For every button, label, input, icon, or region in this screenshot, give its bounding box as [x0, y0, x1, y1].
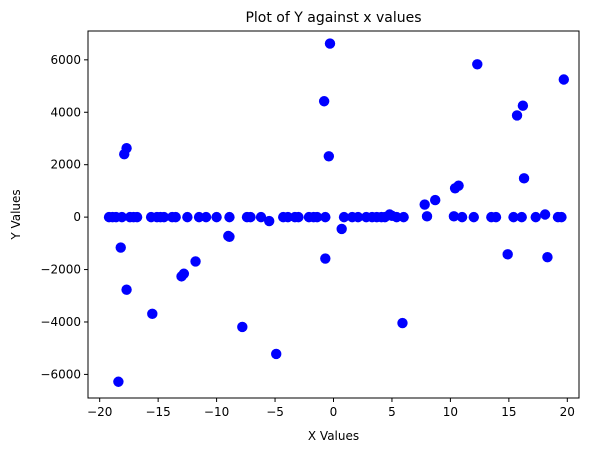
x-tick-label: −5 [266, 405, 284, 419]
scatter-point [264, 215, 275, 227]
scatter-point [131, 211, 143, 223]
scatter-point [255, 211, 267, 223]
scatter-point [508, 211, 519, 223]
x-tick-label: −10 [204, 405, 229, 419]
y-tick-label: 2000 [50, 158, 81, 172]
scatter-point [320, 253, 331, 264]
scatter-point [182, 211, 193, 223]
scatter-point [336, 223, 347, 235]
scatter-point [324, 38, 336, 49]
scatter-point [490, 211, 502, 223]
scatter-point [293, 211, 304, 223]
scatter-point [419, 199, 430, 210]
scatter-point [170, 211, 181, 223]
scatter-point [397, 317, 408, 329]
scatter-point [147, 308, 158, 320]
scatter-point [556, 211, 567, 223]
y-tick-label: −6000 [40, 367, 81, 381]
scatter-point [190, 256, 201, 267]
scatter-point [502, 249, 513, 260]
y-tick-label: 6000 [50, 53, 81, 67]
y-axis-label: Y Values [9, 189, 23, 240]
scatter-point [472, 59, 483, 70]
scatter-point [323, 151, 335, 162]
x-axis-label: X Values [308, 429, 359, 443]
scatter-point [516, 211, 527, 223]
scatter-point [121, 284, 132, 295]
scatter-point [430, 194, 441, 206]
x-tick-label: 10 [443, 405, 458, 419]
x-tick-label: −20 [87, 405, 112, 419]
scatter-point [224, 211, 235, 223]
x-tick-label: 0 [330, 405, 338, 419]
scatter-point [224, 231, 235, 242]
scatter-point [116, 211, 128, 223]
scatter-point [115, 242, 126, 253]
data-points [103, 38, 570, 387]
scatter-point [338, 211, 350, 223]
scatter-point [271, 348, 282, 360]
scatter-point [113, 376, 124, 387]
chart-title: Plot of Y against x values [245, 10, 421, 26]
scatter-point [200, 211, 212, 223]
scatter-point [518, 173, 530, 184]
scatter-point [178, 268, 190, 279]
x-tick-label: 20 [560, 405, 575, 419]
y-tick-label: 4000 [50, 105, 81, 119]
scatter-point [542, 252, 553, 263]
scatter-point [453, 180, 464, 191]
scatter-point [517, 100, 529, 111]
x-tick-label: 15 [501, 405, 516, 419]
scatter-point [558, 74, 570, 85]
scatter-point [530, 211, 541, 223]
scatter-point [320, 211, 331, 223]
scatter-point [398, 211, 409, 223]
scatter-point [456, 211, 468, 223]
scatter-point [245, 211, 256, 223]
x-axis-ticks: −20 −15 −10 −5 0 5 10 15 20 [87, 398, 575, 419]
x-tick-label: −15 [145, 405, 170, 419]
scatter-point [421, 211, 433, 222]
scatter-point [352, 211, 364, 223]
y-tick-label: −2000 [40, 263, 81, 277]
scatter-point [121, 142, 132, 154]
scatter-point [448, 211, 460, 222]
y-axis-ticks: −6000 −4000 −2000 0 2000 4000 6000 [40, 53, 88, 381]
scatter-point [158, 211, 170, 223]
y-tick-label: 0 [73, 210, 81, 224]
scatter-point [539, 209, 551, 220]
scatter-point [318, 96, 330, 107]
scatter-point [237, 321, 248, 333]
scatter-point [211, 211, 222, 223]
scatter-point [311, 211, 323, 223]
scatter-point [511, 110, 523, 121]
scatter-point [468, 211, 479, 223]
y-tick-label: −4000 [40, 315, 81, 329]
x-tick-label: 5 [388, 405, 396, 419]
